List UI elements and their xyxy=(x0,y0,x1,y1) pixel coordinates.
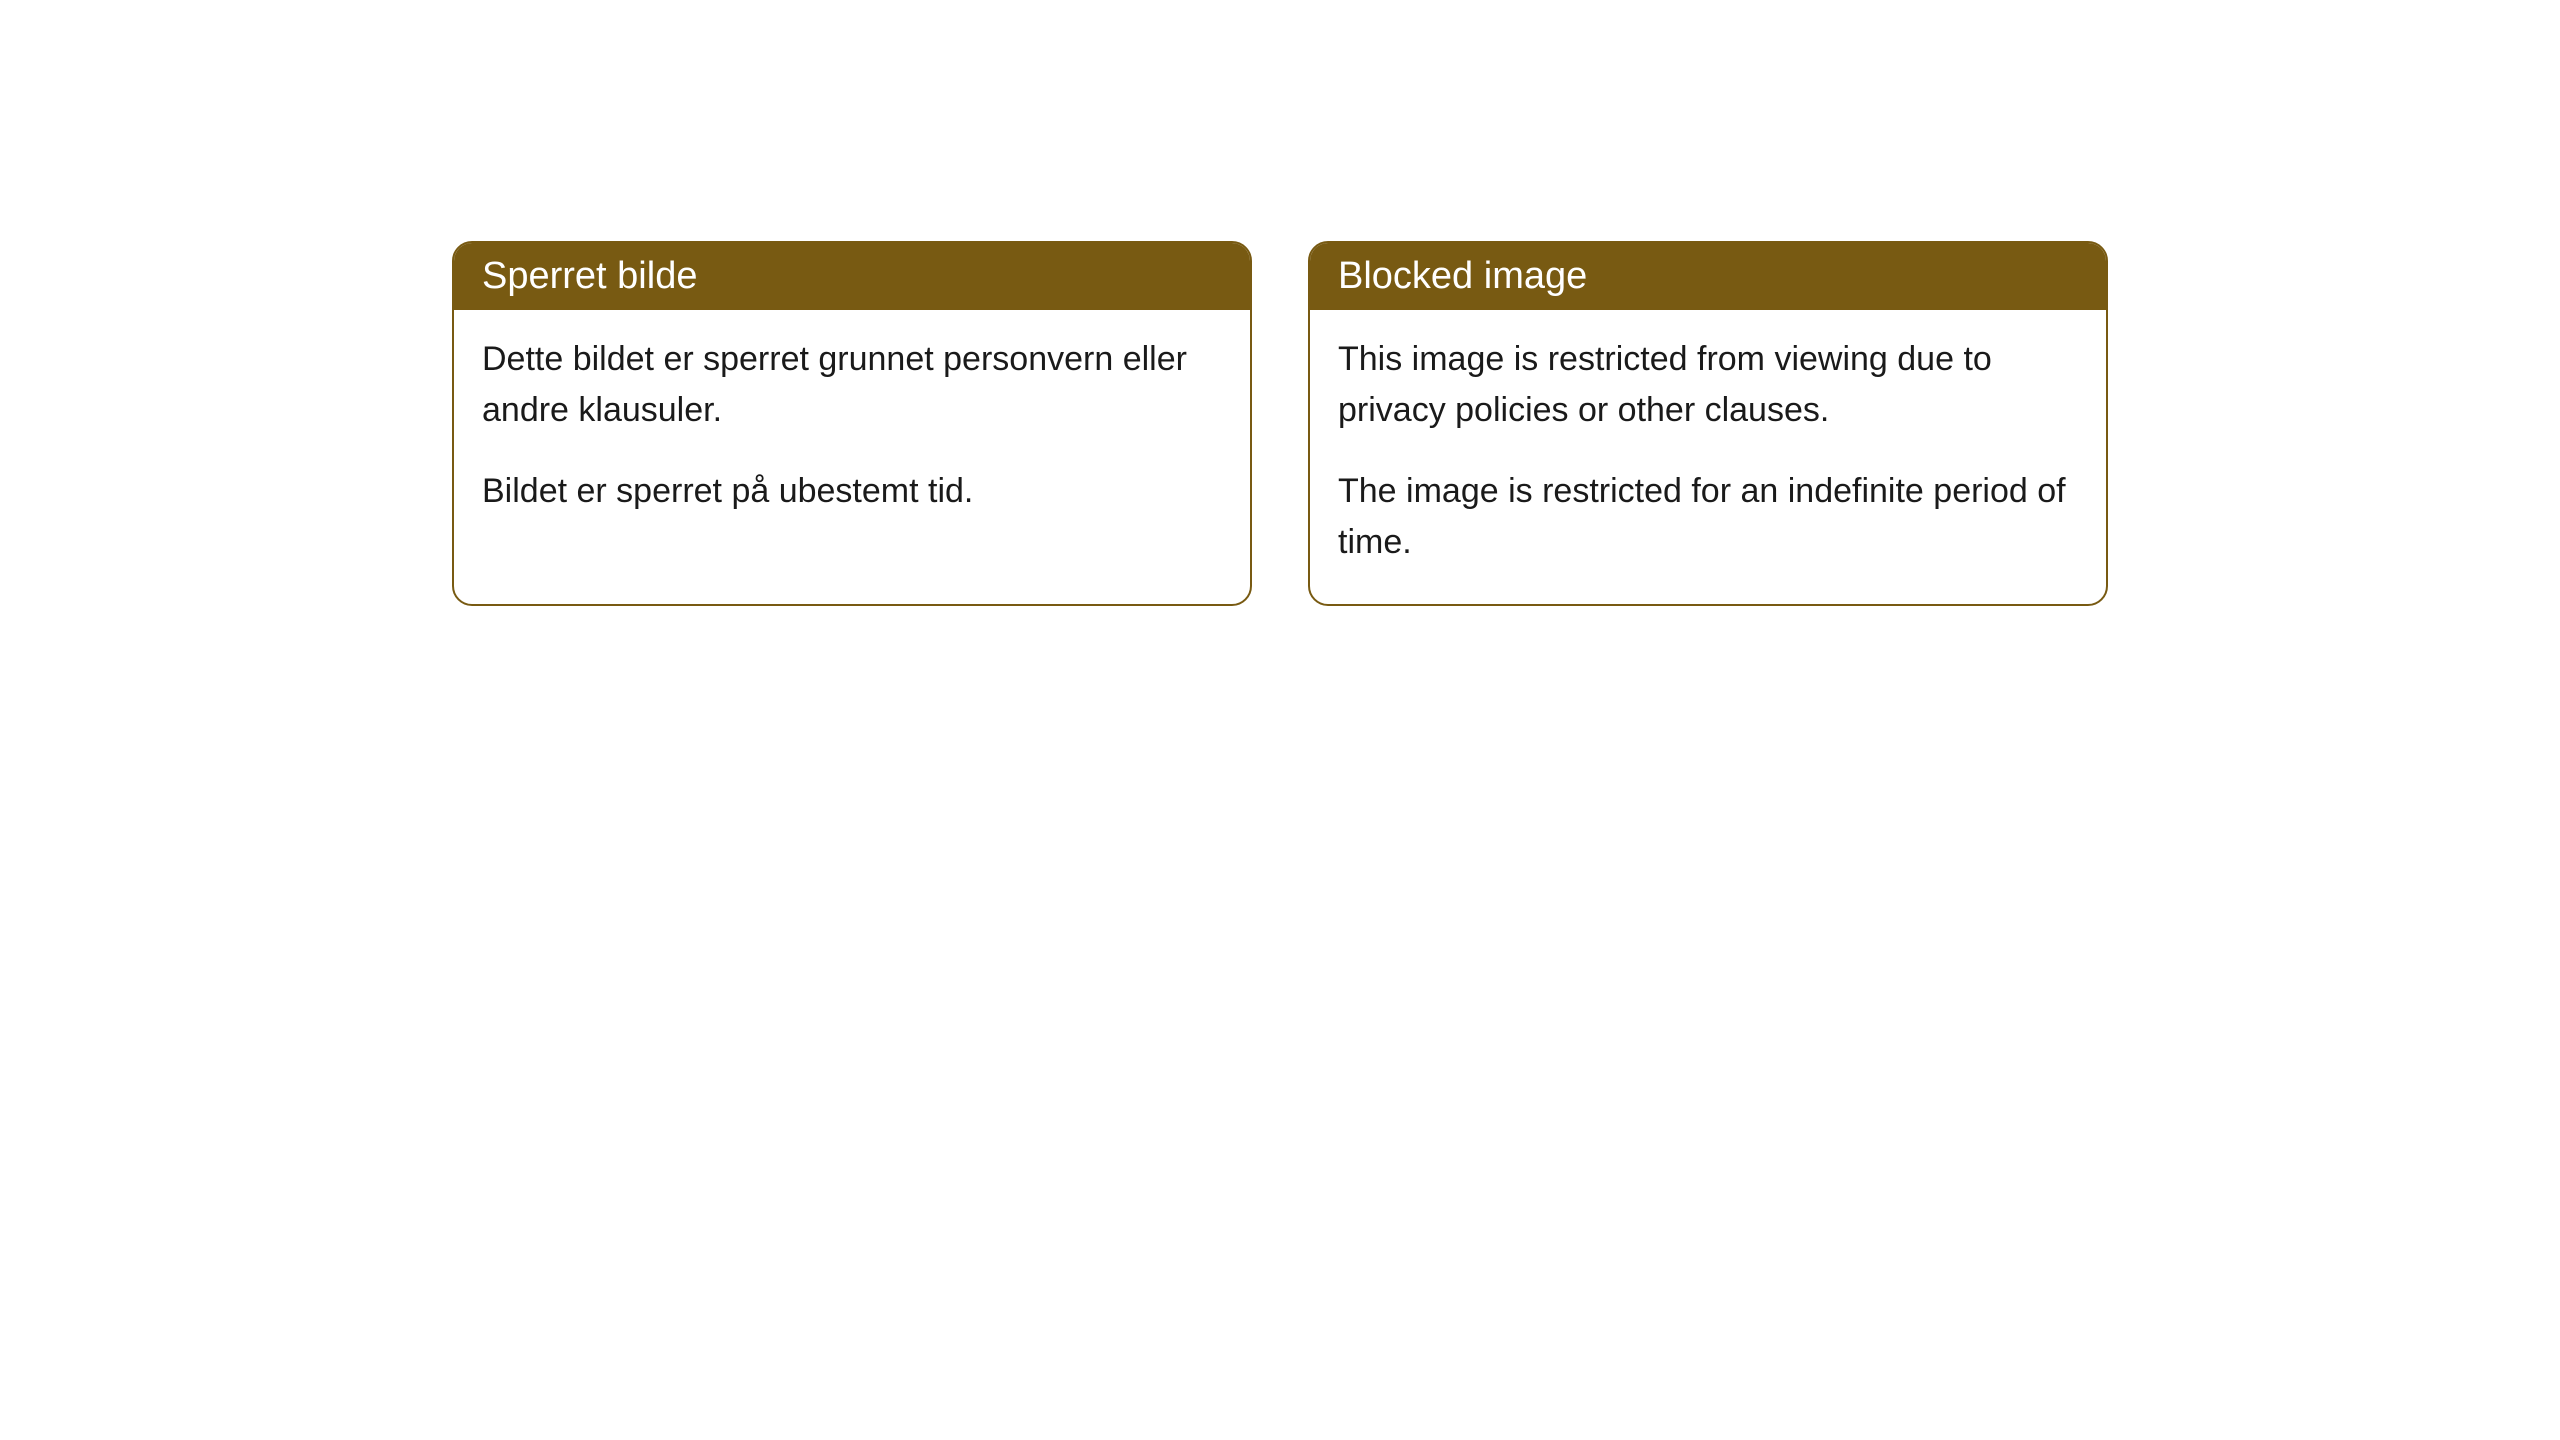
notice-text-english-2: The image is restricted for an indefinit… xyxy=(1338,466,2078,568)
notice-cards-container: Sperret bilde Dette bildet er sperret gr… xyxy=(452,241,2108,606)
notice-card-norwegian: Sperret bilde Dette bildet er sperret gr… xyxy=(452,241,1252,606)
card-header-norwegian: Sperret bilde xyxy=(454,243,1250,310)
notice-text-english-1: This image is restricted from viewing du… xyxy=(1338,334,2078,436)
card-header-english: Blocked image xyxy=(1310,243,2106,310)
notice-text-norwegian-2: Bildet er sperret på ubestemt tid. xyxy=(482,466,1222,517)
notice-text-norwegian-1: Dette bildet er sperret grunnet personve… xyxy=(482,334,1222,436)
card-body-english: This image is restricted from viewing du… xyxy=(1310,310,2106,604)
card-body-norwegian: Dette bildet er sperret grunnet personve… xyxy=(454,310,1250,553)
notice-card-english: Blocked image This image is restricted f… xyxy=(1308,241,2108,606)
